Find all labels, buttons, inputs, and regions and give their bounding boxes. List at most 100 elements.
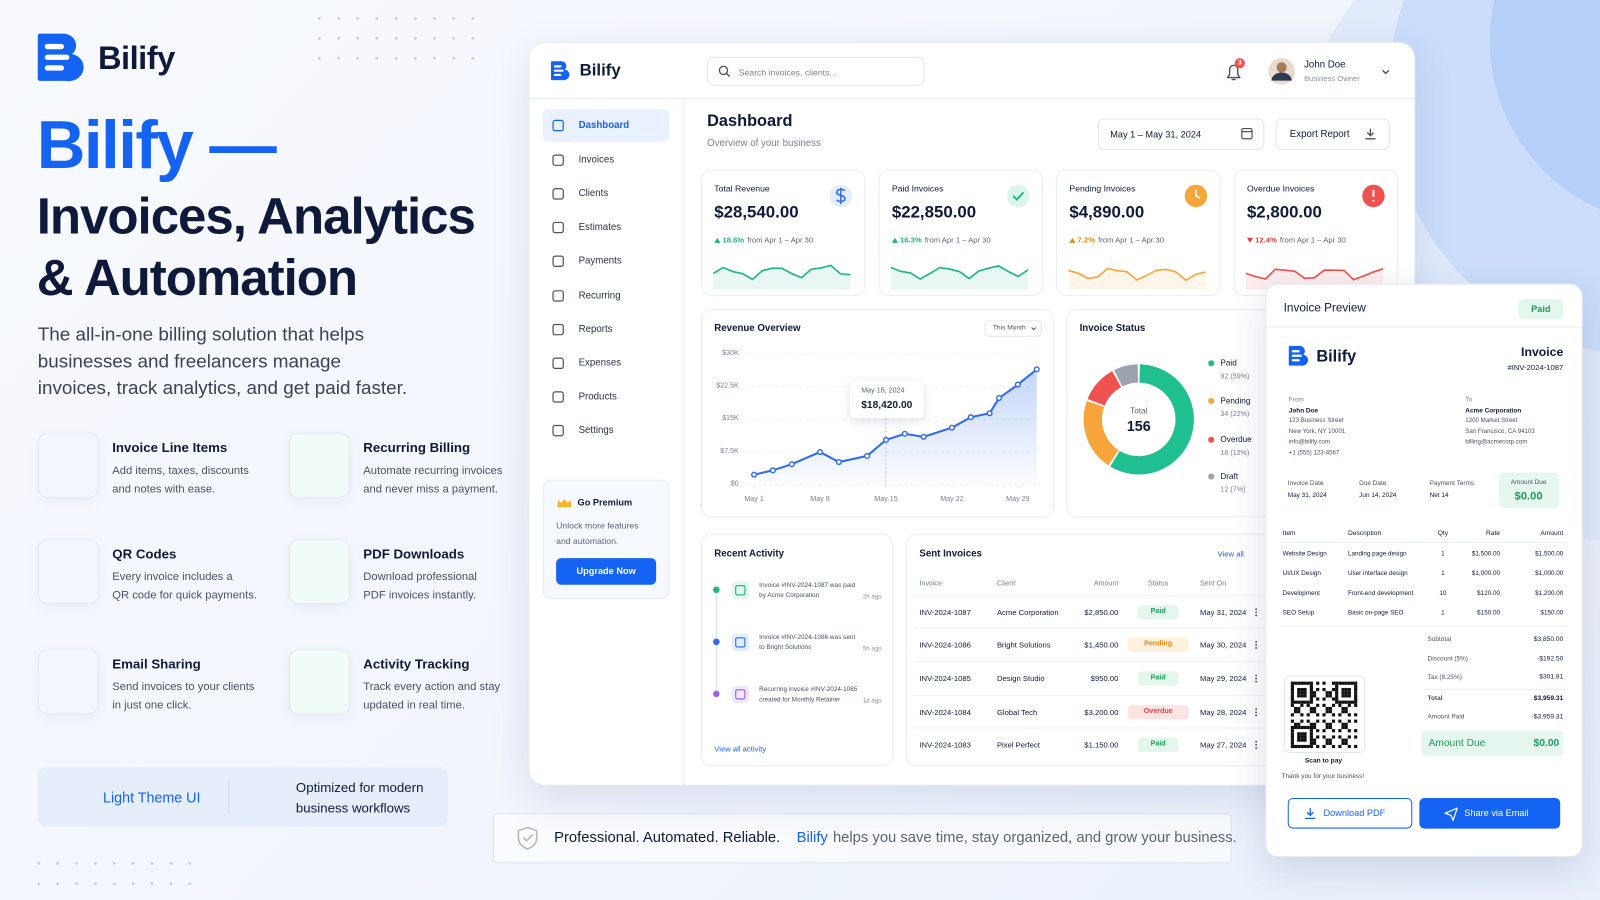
y-tick-label: $15K <box>722 415 739 423</box>
download-button[interactable] <box>1287 797 1413 829</box>
logo-shape <box>37 33 84 82</box>
table-cell: $1,450.00 <box>1084 640 1119 650</box>
address-label: From <box>1288 396 1304 404</box>
app-brand: Bilify <box>579 61 621 80</box>
thanks-text: Thank you for your business! <box>1281 772 1365 780</box>
preview-title: Invoice Preview <box>1283 302 1366 315</box>
email-button-text[interactable]: Share via Email <box>1464 807 1529 818</box>
user-role: Business Owner <box>1304 73 1360 84</box>
premium-button[interactable] <box>556 558 657 585</box>
chart-filter[interactable]: This Month <box>992 324 1026 332</box>
date-range[interactable]: May 1 – May 31, 2024 <box>1110 129 1202 140</box>
feature-text: and notes with ease. <box>112 483 216 496</box>
tooltip <box>849 380 924 419</box>
nav-item[interactable]: Estimates <box>578 221 622 233</box>
export-box[interactable] <box>1275 118 1390 150</box>
table-cell: Basic on-page SEO <box>1347 609 1404 617</box>
nav-item[interactable]: Clients <box>578 188 609 200</box>
column-header: Invoice <box>919 580 943 588</box>
brand-name: Bilify <box>97 39 175 77</box>
dot <box>452 16 456 20</box>
x-tick-label: May 22 <box>940 495 964 503</box>
table-cell: Global Tech <box>996 707 1038 717</box>
preview-divider <box>1266 326 1582 328</box>
table-cell: 10 <box>1439 589 1447 597</box>
table-cell: $950.00 <box>1090 673 1119 684</box>
legend-label: Pending <box>1220 396 1251 406</box>
x-tick-label: May 15 <box>874 495 898 503</box>
feature-text: Add items, taxes, discounts <box>112 464 249 477</box>
export-button[interactable]: Export Report <box>1289 128 1350 141</box>
status-label: Overdue <box>1143 707 1173 716</box>
x-tick-label: May 8 <box>810 495 830 503</box>
stat-value: $28,540.00 <box>714 203 799 222</box>
stat-change: 16.3% from Apr 1 – Apr 30 <box>900 235 991 244</box>
dot <box>93 861 97 865</box>
address-line: +1 (555) 123-4567 <box>1288 449 1340 457</box>
hero-description: The all-in-one billing solution that hel… <box>37 323 365 345</box>
y-tick-label: $0 <box>730 480 739 488</box>
nav-item[interactable]: Recurring <box>578 290 621 302</box>
dot <box>413 56 417 60</box>
status-pill <box>1518 298 1564 320</box>
total-label: Subtotal <box>1427 635 1452 644</box>
link[interactable]: View all activity <box>714 744 767 754</box>
nav-item[interactable]: Payments <box>578 255 622 267</box>
dot <box>433 16 436 20</box>
filter-box[interactable] <box>984 320 1042 337</box>
table-cell: $2,850.00 <box>1084 607 1119 617</box>
nav-item[interactable]: Dashboard <box>578 119 630 131</box>
address-line: 1200 Market Street <box>1465 417 1518 424</box>
stat-change-part: from Apr 1 – Apr 30 <box>1279 235 1346 245</box>
premium-button-text[interactable]: Upgrade Now <box>576 565 636 577</box>
status-label: Paid <box>1150 607 1166 616</box>
nav-item[interactable]: Expenses <box>578 357 622 369</box>
search-placeholder[interactable]: Search invoices, clients... <box>738 67 837 78</box>
dot <box>471 36 475 40</box>
table-cell: INV-2024-1083 <box>919 740 971 750</box>
invoice-number: #INV-2024-1087 <box>1507 362 1564 372</box>
activity-time: 5h ago <box>862 646 882 653</box>
activity-text: by Acme Corporation <box>759 592 820 600</box>
items-divider <box>1279 625 1568 627</box>
stat-label: Pending Invoices <box>1069 183 1136 194</box>
banner-part: Bilify <box>796 829 828 847</box>
dot <box>375 16 379 20</box>
dot <box>471 16 475 20</box>
nav-item[interactable]: Reports <box>578 323 613 336</box>
activity-card <box>701 533 893 767</box>
activity-text: Invoice #INV-2024-1087 was paid <box>759 581 856 590</box>
stat-change: 18.6% from Apr 1 – Apr 30 <box>722 235 813 244</box>
nav-active[interactable] <box>542 109 670 142</box>
dot <box>394 36 398 40</box>
table-cell: May 28, 2024 <box>1199 707 1247 717</box>
total-value: $3,959.31 <box>1533 695 1564 703</box>
table-cell: $3,200.00 <box>1084 707 1119 717</box>
date-box[interactable] <box>1097 118 1265 150</box>
feature-title: Recurring Billing <box>363 440 471 456</box>
row-divider <box>913 594 1266 596</box>
tooltip-value: $18,420.00 <box>861 399 913 412</box>
download-button-text[interactable]: Download PDF <box>1323 807 1386 818</box>
banner-part: Professional. Automated. Reliable. <box>554 829 781 847</box>
status-label: Paid <box>1150 674 1166 682</box>
table-cell: 1 <box>1441 569 1445 578</box>
nav-item[interactable]: Settings <box>578 424 614 437</box>
dot <box>112 861 116 865</box>
address-name: Acme Corporation <box>1465 407 1522 415</box>
search-box[interactable] <box>707 57 925 86</box>
email-button[interactable] <box>1419 797 1561 829</box>
notification-count[interactable]: 3 <box>1237 59 1242 67</box>
user-name[interactable]: John Doe <box>1304 59 1346 71</box>
link[interactable]: View all <box>1217 549 1244 559</box>
dot <box>375 56 379 60</box>
feature-text: and never miss a payment. <box>363 483 499 496</box>
feature-title: QR Codes <box>112 546 177 562</box>
feature-text: Send invoices to your clients <box>112 681 255 694</box>
nav-item[interactable]: Invoices <box>578 154 615 166</box>
feature-text: Track every action and stay <box>363 681 501 694</box>
hero-title: Invoices, Analytics <box>36 187 476 245</box>
table-cell: INV-2024-1086 <box>919 640 971 650</box>
nav-item[interactable]: Products <box>578 391 617 403</box>
